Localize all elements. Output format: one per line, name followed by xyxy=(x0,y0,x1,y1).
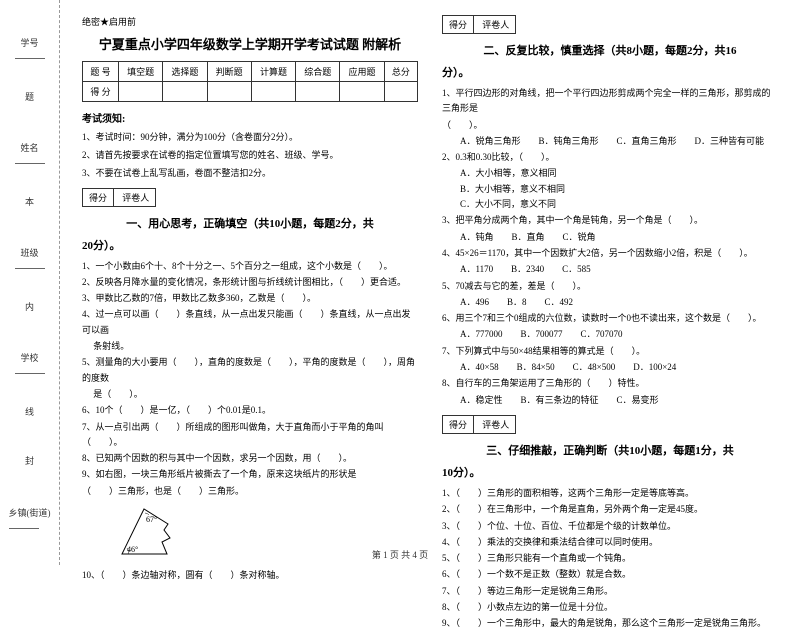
question: 1、（ ）三角形的面积相等，这两个三角形一定是等底等高。 xyxy=(442,486,778,501)
question: 5、测量角的大小要用（ ），直角的度数是（ ），平角的度数是（ ），周角的度数 xyxy=(82,355,418,386)
page-footer: 第 1 页 共 4 页 xyxy=(0,548,800,561)
question: 4、45×26＝1170，其中一个因数扩大2倍，另一个因数缩小2倍，积是（ ）。 xyxy=(442,246,778,261)
reviewer-label: 评卷人 xyxy=(116,189,155,206)
instructions-title: 考试须知: xyxy=(82,110,418,125)
score-header: 选择题 xyxy=(163,62,207,82)
question: 3、（ ）个位、十位、百位、千位都是个级的计数单位。 xyxy=(442,519,778,534)
score-header: 题 号 xyxy=(83,62,119,82)
question-sub: （ ）。 xyxy=(442,118,778,133)
secret-mark: 绝密★启用前 xyxy=(82,15,418,28)
score-header: 判断题 xyxy=(207,62,251,82)
score-label: 得分 xyxy=(443,16,474,33)
question: 6、（ ）一个数不是正数（整数）就是合数。 xyxy=(442,567,778,582)
content-area: 绝密★启用前 宁夏重点小学四年级数学上学期开学考试试题 附解析 题 号 填空题 … xyxy=(60,0,800,565)
question: 2、反映各月降水量的变化情况，条形统计图与折线统计图相比，（ ）更合适。 xyxy=(82,275,418,290)
instruction-item: 3、不要在试卷上乱写乱画，卷面不整洁扣2分。 xyxy=(82,165,418,181)
options: A．777000 B．700077 C．707070 xyxy=(442,327,778,342)
question: 2、0.3和0.30比较，（ ）。 xyxy=(442,150,778,165)
question: 2、（ ）在三角形中，一个角是直角，另外两个角一定是45度。 xyxy=(442,502,778,517)
binding-inner-label: 本 xyxy=(23,197,36,214)
score-header: 综合题 xyxy=(296,62,340,82)
score-header: 总分 xyxy=(384,62,417,82)
question: 1、一个小数由6个十、8个十分之一、5个百分之一组成，这个小数是（ ）。 xyxy=(82,259,418,274)
section-score-box: 得分 评卷人 xyxy=(82,188,156,207)
options: A．40×58 B．84×50 C．48×500 D．100×24 xyxy=(442,360,778,375)
question: 4、过一点可以画（ ）条直线，从一点出发只能画（ ）条直线，从一点出发可以画 xyxy=(82,307,418,338)
section2-title-cont: 分）。 xyxy=(442,64,778,80)
binding-field-class: 班级 xyxy=(15,246,45,269)
exam-title: 宁夏重点小学四年级数学上学期开学考试试题 附解析 xyxy=(82,34,418,53)
question: 6、10个（ ）是一亿，（ ）个0.01是0.1。 xyxy=(82,403,418,418)
binding-field-name: 姓名 xyxy=(15,141,45,164)
score-label: 得分 xyxy=(443,416,474,433)
section2-questions: 1、平行四边形的对角线，把一个平行四边形剪成两个完全一样的三角形，那剪成的三角形… xyxy=(442,86,778,408)
section1-title-cont: 20分）。 xyxy=(82,237,418,253)
binding-inner-label: 线 xyxy=(23,407,36,424)
options: A．稳定性 B．有三条边的特征 C．易变形 xyxy=(442,393,778,408)
options: A．1170 B．2340 C．585 xyxy=(442,262,778,277)
section2-title: 二、反复比较，慎重选择（共8小题，每题2分，共16 xyxy=(442,42,778,58)
options: A．496 B．8 C．492 xyxy=(442,295,778,310)
table-row: 得 分 xyxy=(83,82,418,102)
question: 10、（ ）条边轴对称，圆有（ ）条对称轴。 xyxy=(82,568,418,583)
table-row: 题 号 填空题 选择题 判断题 计算题 综合题 应用题 总分 xyxy=(83,62,418,82)
binding-field-exam-num: 学号 xyxy=(15,36,45,59)
score-header: 填空题 xyxy=(118,62,162,82)
section-score-box: 得分 评卷人 xyxy=(442,415,516,434)
question: （ ）三角形，也是（ ）三角形。 xyxy=(82,484,418,499)
section-score-box: 得分 评卷人 xyxy=(442,15,516,34)
left-column: 绝密★启用前 宁夏重点小学四年级数学上学期开学考试试题 附解析 题 号 填空题 … xyxy=(70,15,430,560)
binding-inner-label: 内 xyxy=(23,302,36,319)
options: A．大小相等，意义相同 B．大小相等，意义不相同 C．大小不同，意义不同 xyxy=(442,166,778,212)
question: 9、（ ）一个三角形中，最大的角是锐角，那么这个三角形一定是锐角三角形。 xyxy=(442,616,778,631)
question: 9、如右图，一块三角形纸片被撕去了一个角，原来这块纸片的形状是 xyxy=(82,467,418,482)
options: A．钝角 B．直角 C．锐角 xyxy=(442,230,778,245)
question: 7、下列算式中与50×48结果相等的算式是（ ）。 xyxy=(442,344,778,359)
options: A．锐角三角形 B．钝角三角形 C．直角三角形 D．三种皆有可能 xyxy=(442,134,778,149)
question: 8、已知两个因数的积与其中一个因数，求另一个因数，用（ ）。 xyxy=(82,451,418,466)
question: 8、自行车的三角架运用了三角形的（ ）特性。 xyxy=(442,376,778,391)
binding-inner-label: 题 xyxy=(23,92,36,109)
question: 3、甲数比乙数的7倍，甲数比乙数多360，乙数是（ ）。 xyxy=(82,291,418,306)
score-header: 计算题 xyxy=(251,62,295,82)
section3-title: 三、仔细推敲，正确判断（共10小题，每题1分，共 xyxy=(442,442,778,458)
section3-title-cont: 10分）。 xyxy=(442,464,778,480)
instructions: 1、考试时间：90分钟，满分为100分（含卷面分2分）。 2、请首先按要求在试卷… xyxy=(82,129,418,182)
score-label: 得分 xyxy=(83,189,114,206)
binding-inner-label: 封 xyxy=(23,456,36,473)
score-table: 题 号 填空题 选择题 判断题 计算题 综合题 应用题 总分 得 分 xyxy=(82,61,418,102)
reviewer-label: 评卷人 xyxy=(476,16,515,33)
question: 条射线。 xyxy=(82,339,418,354)
score-header: 应用题 xyxy=(340,62,384,82)
question: 8、（ ）小数点左边的第一位是十分位。 xyxy=(442,600,778,615)
score-row-label: 得 分 xyxy=(83,82,119,102)
instruction-item: 1、考试时间：90分钟，满分为100分（含卷面分2分）。 xyxy=(82,129,418,145)
question: 1、平行四边形的对角线，把一个平行四边形剪成两个完全一样的三角形，那剪成的三角形… xyxy=(442,86,778,117)
section1-questions: 1、一个小数由6个十、8个十分之一、5个百分之一组成，这个小数是（ ）。 2、反… xyxy=(82,259,418,584)
binding-margin: 学号 题 姓名 本 班级 内 学校 线 封 乡镇(街道) xyxy=(0,0,60,565)
question: 3、把平角分成两个角，其中一个角是钝角，另一个角是（ ）。 xyxy=(442,213,778,228)
right-column: 得分 评卷人 二、反复比较，慎重选择（共8小题，每题2分，共16 分）。 1、平… xyxy=(430,15,790,560)
instruction-item: 2、请首先按要求在试卷的指定位置填写您的姓名、班级、学号。 xyxy=(82,147,418,163)
question: 是（ ）。 xyxy=(82,387,418,402)
binding-field-school: 学校 xyxy=(15,351,45,374)
reviewer-label: 评卷人 xyxy=(476,416,515,433)
binding-field-town: 乡镇(街道) xyxy=(9,506,51,529)
question: 7、（ ）等边三角形一定是锐角三角形。 xyxy=(442,584,778,599)
question: 6、用三个7和三个0组成的六位数，读数时一个0也不读出来，这个数是（ ）。 xyxy=(442,311,778,326)
section1-title: 一、用心思考，正确填空（共10小题，每题2分，共 xyxy=(82,215,418,231)
angle1-label: 67° xyxy=(146,515,157,524)
question: 5、70减去与它的差，差是（ ）。 xyxy=(442,279,778,294)
question: 7、从一点引出两（ ）所组成的图形叫做角，大于直角而小于平角的角叫（ ）。 xyxy=(82,420,418,451)
